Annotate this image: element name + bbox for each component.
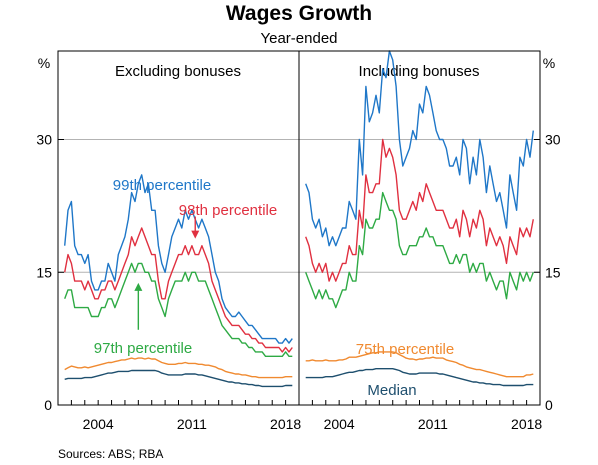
series-line-99th-percentile-panel-2: [305, 50, 534, 247]
label-75th-percentile: 75th percentile: [356, 341, 454, 358]
y-tick-label-left-30: 30: [36, 132, 52, 148]
series-line-75th-percentile-panel-1: [64, 357, 293, 379]
chart-title: Wages Growth: [226, 2, 372, 25]
y-tick-label-left-15: 15: [36, 264, 52, 280]
label-98th-percentile: 98th percentile: [179, 202, 277, 219]
x-tick-label-2004-panel-1: 2004: [83, 416, 114, 432]
x-tick-label-2011-panel-2: 2011: [418, 416, 448, 432]
x-tick-label-2011-panel-1: 2011: [177, 416, 207, 432]
source-note: Sources: ABS; RBA: [58, 447, 163, 461]
x-tick-label-2018-panel-2: 2018: [511, 416, 542, 432]
y-tick-label-left-0: 0: [44, 397, 52, 413]
series-line-98th-percentile-panel-2: [305, 138, 534, 282]
y-tick-label-right-30: 30: [545, 132, 561, 148]
label-97th-percentile: 97th percentile: [94, 340, 192, 357]
y-unit-left: %: [38, 55, 50, 71]
x-tick-label-2018-panel-1: 2018: [270, 416, 301, 432]
x-tick-label-2004-panel-2: 2004: [324, 416, 355, 432]
label-99th-percentile: 99th percentile: [113, 177, 211, 194]
label-median: Median: [367, 382, 416, 399]
series-line-97th-percentile-panel-1: [64, 262, 293, 357]
series-line-median-panel-2: [305, 368, 534, 387]
series-line-99th-percentile-panel-1: [64, 174, 293, 344]
series-line-median-panel-1: [64, 369, 293, 388]
series-line-75th-percentile-panel-2: [305, 351, 534, 378]
arrow-head-97th-percentile: [134, 282, 143, 291]
arrow-head-98th-percentile: [191, 230, 200, 239]
y-unit-right: %: [543, 55, 555, 71]
series-line-97th-percentile-panel-2: [305, 191, 534, 309]
panel-title-including: Including bonuses: [359, 63, 480, 80]
chart-subtitle: Year-ended: [260, 30, 337, 47]
panel-title-excluding: Excluding bonuses: [115, 63, 241, 80]
y-tick-label-right-15: 15: [545, 264, 561, 280]
y-tick-label-right-0: 0: [545, 397, 553, 413]
series-line-98th-percentile-panel-1: [64, 227, 293, 353]
